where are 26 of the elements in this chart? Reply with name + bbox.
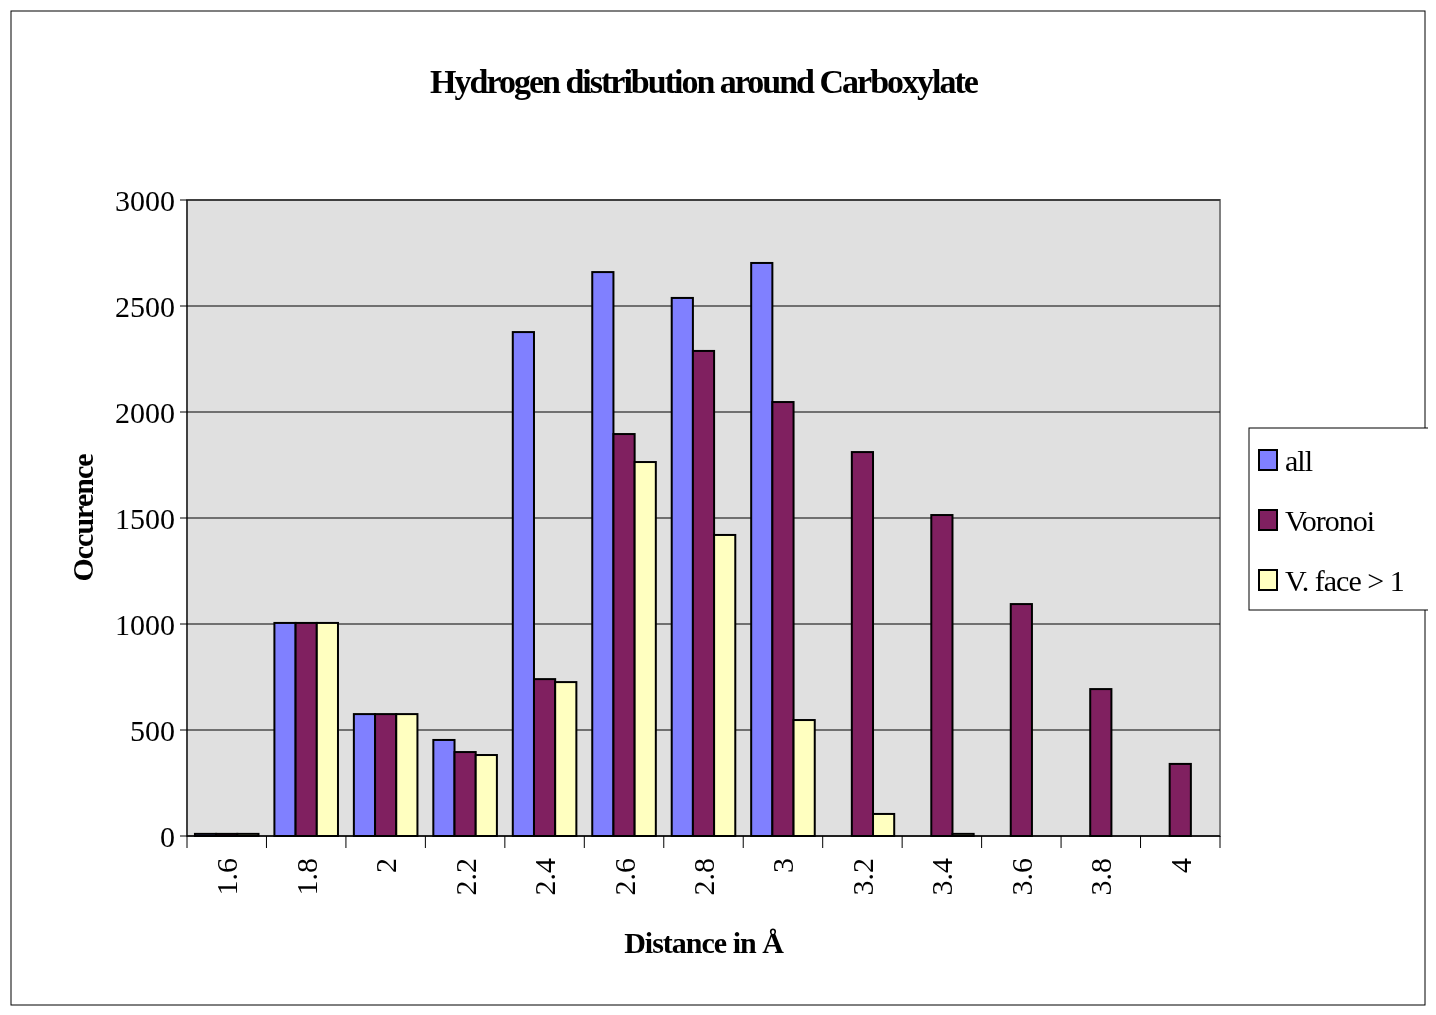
y-tick-label: 500 <box>130 713 175 747</box>
legend-label: Voronoi <box>1285 503 1375 537</box>
x-tick-label: 1.8 <box>289 858 323 896</box>
x-tick-label: 3.2 <box>845 858 879 896</box>
x-tick-label: 2 <box>369 858 403 873</box>
x-tick-label: 3.4 <box>925 858 959 896</box>
chart-title: Hydrogen distribution around Carboxylate <box>430 63 979 100</box>
y-tick-label: 3000 <box>115 183 175 217</box>
x-tick-label: 4 <box>1163 858 1197 873</box>
x-tick-label: 3.8 <box>1084 858 1118 896</box>
x-tick-label: 1.6 <box>210 858 244 896</box>
x-tick-label: 2.6 <box>607 858 641 896</box>
y-tick-label: 2500 <box>115 289 175 323</box>
x-axis-title: Distance in Å <box>624 926 785 959</box>
y-axis-title: Occurence <box>66 453 99 582</box>
x-tick-label: 2.2 <box>448 858 482 896</box>
y-tick-label: 1000 <box>115 607 175 641</box>
x-tick-label: 2.4 <box>528 858 562 896</box>
x-tick-label: 3 <box>766 858 800 873</box>
x-tick-label: 3.6 <box>1004 858 1038 896</box>
legend-label: V. face > 1 <box>1285 563 1404 597</box>
y-tick-label: 0 <box>160 819 175 853</box>
legend-label: all <box>1285 443 1313 477</box>
x-tick-label: 2.8 <box>687 858 720 896</box>
y-tick-label: 2000 <box>115 395 175 429</box>
y-tick-label: 1500 <box>115 501 175 535</box>
